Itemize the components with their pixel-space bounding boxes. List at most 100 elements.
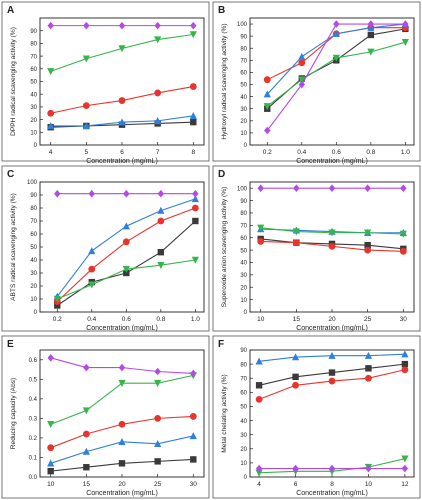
data-point (54, 189, 61, 198)
data-point (364, 184, 371, 192)
data-point (154, 414, 162, 422)
x-tick-label: 5 (85, 149, 89, 156)
x-tick-label: 6 (120, 149, 124, 156)
data-point (328, 242, 336, 250)
data-point (47, 21, 54, 30)
data-point (154, 439, 162, 447)
data-point (82, 430, 90, 438)
y-tick-label: 40 (240, 95, 247, 101)
x-axis-label: Concentration (mg/mL) (86, 158, 158, 165)
data-point (292, 373, 299, 381)
panel-label: B (218, 5, 225, 16)
data-point (157, 189, 165, 198)
data-point (328, 464, 336, 473)
x-tick-label: 0.8 (156, 316, 165, 323)
data-point (189, 83, 197, 90)
y-tick-label: 30 (240, 273, 247, 279)
series-line (266, 41, 406, 107)
y-tick-label: 20 (240, 285, 247, 291)
panel-label: D (218, 169, 225, 180)
y-axis-label: Reducing capacity (Abs) (10, 378, 17, 449)
data-point (47, 109, 55, 117)
data-point (257, 224, 265, 232)
data-point (82, 102, 90, 110)
data-point (157, 206, 165, 214)
data-point (118, 438, 126, 446)
x-axis-label: Concentration (mg/mL) (86, 325, 158, 332)
data-point (401, 464, 409, 473)
y-tick-label: 70 (240, 224, 247, 230)
series-red (47, 83, 197, 117)
series-blue (47, 432, 197, 467)
data-point (83, 363, 90, 372)
data-point (154, 36, 162, 44)
x-tick-label: 0.6 (332, 149, 341, 156)
data-point (47, 421, 55, 429)
data-point (47, 122, 55, 130)
data-point (82, 55, 90, 63)
data-point (189, 111, 197, 119)
data-point (47, 467, 54, 475)
data-point (82, 447, 90, 455)
series-red (255, 366, 409, 403)
y-tick-label: 20 (240, 447, 247, 453)
plot-area (39, 181, 205, 313)
data-point (47, 354, 54, 362)
data-point (118, 21, 126, 30)
chart-panel-c: C 0 10 20 30 40 50 60 70 80 90 100 0.2 0.4 0.6 0.8 1.0 Co… (1, 165, 210, 332)
x-tick-label: 0.6 (122, 316, 131, 323)
series-line (50, 33, 194, 72)
y-tick-label: 80 (240, 211, 247, 217)
y-tick-label: 90 (240, 348, 247, 354)
y-tick-label: 0 (244, 143, 248, 149)
panel-frame (1, 165, 210, 332)
x-axis-label: Concentration (mg/mL) (296, 158, 368, 165)
data-point (88, 265, 96, 273)
data-point (191, 204, 199, 212)
data-point (118, 97, 126, 104)
data-point (47, 444, 55, 452)
data-point (255, 357, 263, 365)
y-tick-label: 10 (30, 297, 37, 303)
data-point (399, 247, 407, 255)
x-tick-label: 20 (118, 481, 126, 488)
panel-label: E (7, 339, 14, 350)
data-point (292, 228, 300, 236)
data-point (190, 369, 197, 378)
x-tick-label: 15 (83, 481, 91, 488)
data-point (365, 365, 372, 372)
data-point (400, 184, 407, 192)
y-tick-label: 0.3 (29, 417, 38, 423)
data-point (189, 413, 197, 420)
chart-panel-f: F 0 10 20 30 40 50 60 70 80 90 4 6 8 10 12 Concentration… (212, 335, 421, 499)
x-tick-label: 1.0 (401, 149, 410, 156)
y-tick-label: 90 (30, 193, 37, 199)
data-point (255, 395, 263, 403)
data-point (190, 118, 197, 126)
series-red (47, 413, 197, 452)
series-green (47, 31, 197, 76)
y-tick-label: 50 (30, 80, 37, 86)
panel-frame (1, 335, 210, 499)
panel-frame (212, 1, 421, 162)
x-tick-label: 4 (49, 149, 53, 156)
x-tick-label: 0.2 (53, 316, 62, 323)
data-point (255, 464, 263, 473)
y-tick-label: 100 (237, 186, 248, 192)
data-point (298, 76, 306, 84)
data-point (298, 59, 306, 67)
series-purple (257, 184, 407, 192)
x-tick-label: 0.2 (263, 149, 272, 156)
data-point (332, 54, 340, 62)
data-point (328, 351, 336, 359)
data-point (332, 29, 340, 37)
x-tick-label: 30 (190, 481, 198, 488)
data-point (333, 20, 340, 28)
series-purple (255, 464, 409, 473)
y-axis-label: Superoxide anion scavenging activity (%) (221, 187, 228, 308)
x-tick-label: 7 (156, 149, 160, 156)
y-tick-label: 0.4 (29, 397, 38, 403)
y-tick-label: 60 (30, 232, 37, 238)
data-point (191, 195, 199, 203)
y-tick-label: 60 (30, 67, 37, 73)
